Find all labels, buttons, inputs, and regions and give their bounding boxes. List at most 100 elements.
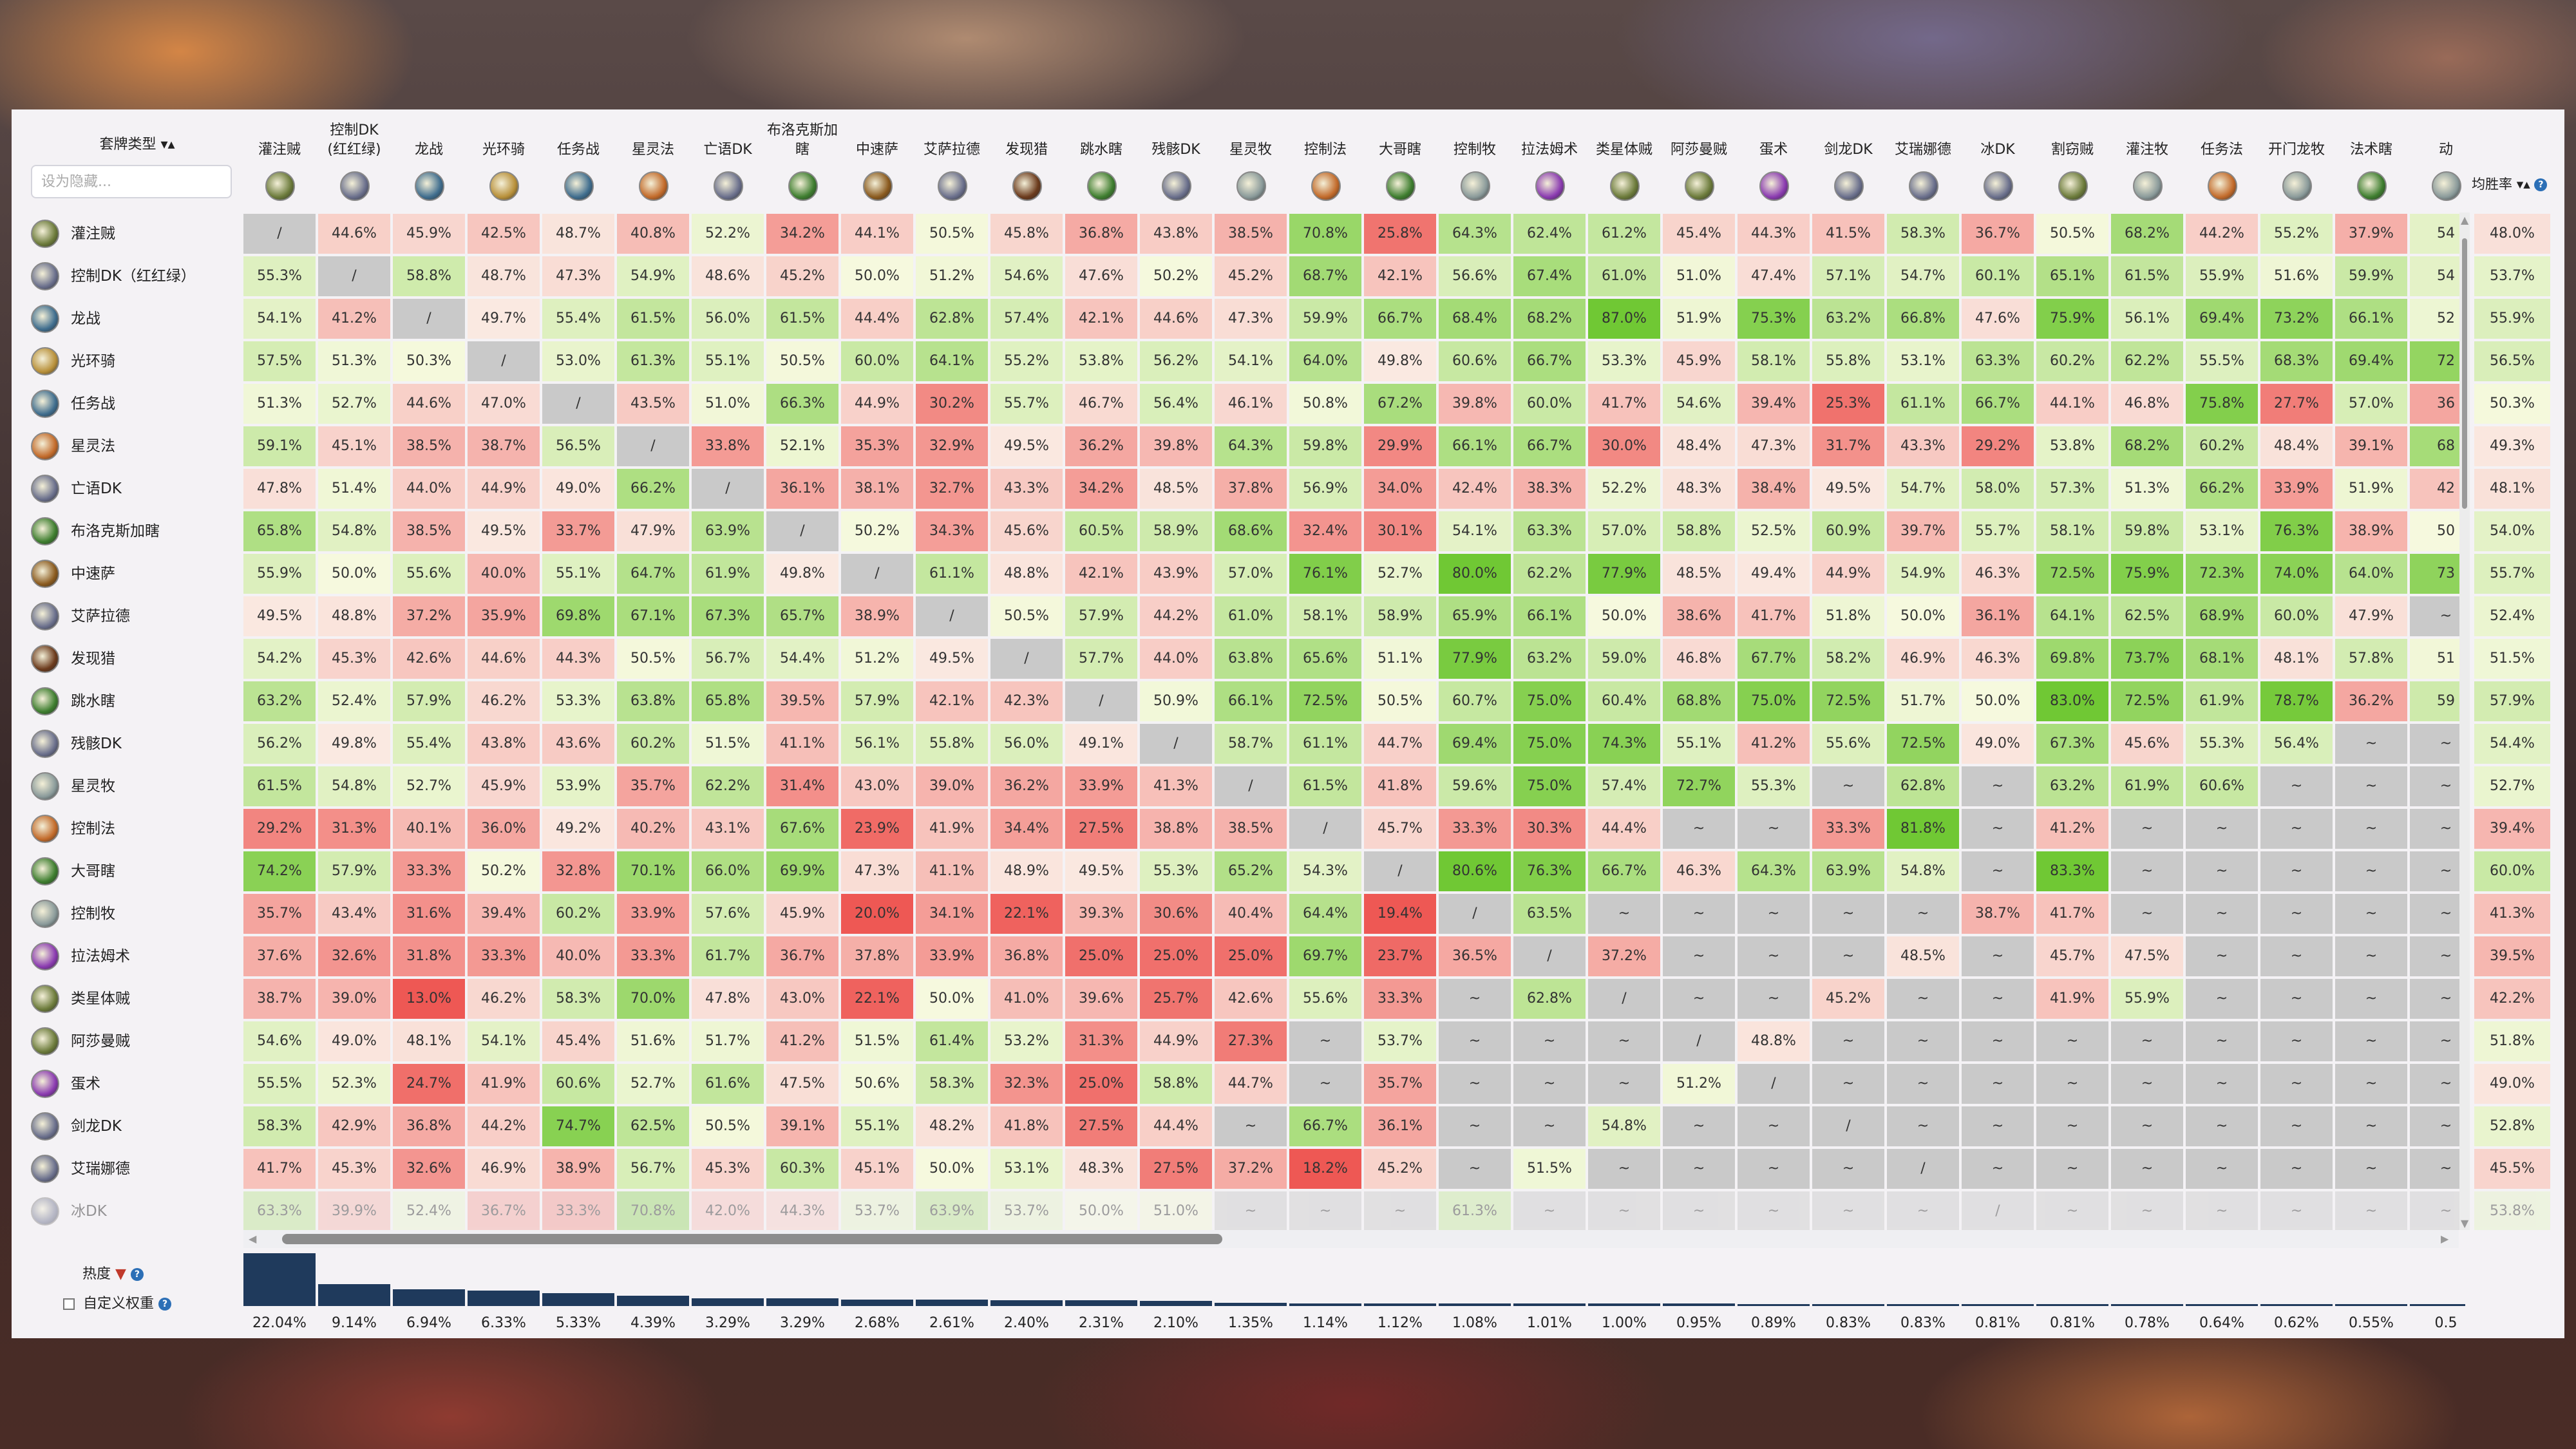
matchup-cell[interactable]: 62.5% [617, 1106, 689, 1146]
matchup-cell[interactable]: 70.8% [1289, 214, 1361, 254]
matchup-cell[interactable]: 53.1% [990, 1149, 1063, 1189]
matchup-cell[interactable]: 25.0% [1065, 1064, 1137, 1104]
matchup-cell[interactable]: ~ [2186, 979, 2258, 1019]
matchup-cell[interactable]: 55.1% [841, 1106, 913, 1146]
matchup-cell[interactable]: 50 [2410, 511, 2465, 551]
matchup-cell[interactable]: 64.3% [1738, 851, 1810, 891]
matchup-cell[interactable]: 54 [2410, 256, 2465, 296]
matchup-cell[interactable]: 36.2% [1065, 426, 1137, 466]
matchup-cell[interactable]: ~ [2111, 894, 2183, 934]
matchup-cell[interactable]: 22.1% [990, 894, 1063, 934]
matchup-cell[interactable]: ~ [2410, 809, 2465, 849]
matchup-cell[interactable]: 70.8% [617, 1191, 689, 1230]
matchup-cell[interactable]: 44.6% [1140, 299, 1212, 339]
matchup-cell[interactable]: 48.5% [1140, 469, 1212, 509]
matchup-cell[interactable]: 49.7% [468, 299, 540, 339]
matchup-cell[interactable]: 87.0% [1588, 299, 1660, 339]
matchup-cell[interactable]: 43.8% [1140, 214, 1212, 254]
matchup-cell[interactable]: 56.2% [1140, 341, 1212, 381]
matchup-cell[interactable]: 41.1% [766, 724, 838, 764]
matchup-cell[interactable]: 66.7% [1513, 341, 1586, 381]
matchup-cell[interactable]: 73.2% [2260, 299, 2333, 339]
column-header-26[interactable]: 任务法 [2184, 109, 2259, 213]
matchup-cell[interactable]: 45.9% [393, 214, 465, 254]
matchup-cell[interactable]: 42.3% [990, 681, 1063, 721]
matchup-cell[interactable]: 40.0% [542, 936, 614, 976]
matchup-cell[interactable]: 60.2% [542, 894, 614, 934]
matchup-cell[interactable]: 46.8% [1663, 639, 1735, 679]
matchup-cell[interactable]: 57.6% [692, 894, 764, 934]
matchup-cell[interactable]: 66.1% [1439, 426, 1511, 466]
matchup-cell[interactable]: ~ [1738, 1149, 1810, 1189]
vertical-scroll-thumb[interactable] [2462, 238, 2467, 509]
matchup-cell[interactable]: ~ [1962, 936, 2034, 976]
matchup-cell[interactable]: 55.6% [393, 554, 465, 594]
matchup-cell[interactable]: ~ [1289, 1191, 1361, 1230]
matchup-cell[interactable]: 54.9% [1887, 554, 1959, 594]
matchup-cell[interactable]: 44.1% [841, 214, 913, 254]
matchup-cell[interactable]: ~ [2186, 851, 2258, 891]
matchup-cell[interactable]: / [1588, 979, 1660, 1019]
matchup-cell[interactable]: 54.7% [1887, 469, 1959, 509]
matchup-cell[interactable]: 49.5% [468, 511, 540, 551]
matchup-cell[interactable]: 52.1% [766, 426, 838, 466]
matchup-cell[interactable]: 48.5% [1663, 554, 1735, 594]
deck-type-sort-header[interactable]: 套牌类型 ▾▴ [31, 133, 243, 153]
matchup-cell[interactable]: 41.9% [2036, 979, 2108, 1019]
matchup-cell[interactable]: 55.3% [2186, 724, 2258, 764]
matchup-cell[interactable]: ~ [2111, 809, 2183, 849]
matchup-cell[interactable]: 72.5% [1812, 681, 1884, 721]
matchup-cell[interactable]: ~ [2260, 1021, 2333, 1061]
matchup-cell[interactable]: ~ [2111, 1021, 2183, 1061]
matchup-cell[interactable]: 33.3% [617, 936, 689, 976]
matchup-cell[interactable]: 80.6% [1439, 851, 1511, 891]
matchup-cell[interactable]: 59.8% [2111, 511, 2183, 551]
matchup-cell[interactable]: 59.9% [2335, 256, 2407, 296]
matchup-cell[interactable]: 47.3% [1215, 299, 1287, 339]
matchup-cell[interactable]: 57.0% [1588, 511, 1660, 551]
matchup-cell[interactable]: 48.6% [692, 256, 764, 296]
matchup-cell[interactable]: 48.9% [990, 851, 1063, 891]
matchup-cell[interactable]: ~ [2186, 1021, 2258, 1061]
matchup-cell[interactable]: 68.8% [1663, 681, 1735, 721]
custom-weight-checkbox[interactable] [63, 1298, 75, 1310]
matchup-cell[interactable]: 59 [2410, 681, 2465, 721]
column-header-12[interactable]: 残骸DK [1139, 109, 1213, 213]
matchup-cell[interactable]: 61.9% [2111, 766, 2183, 806]
matchup-cell[interactable]: 55.8% [916, 724, 988, 764]
matchup-cell[interactable]: 74.2% [243, 851, 316, 891]
matchup-cell[interactable]: 83.3% [2036, 851, 2108, 891]
matchup-cell[interactable]: ~ [1812, 766, 1884, 806]
matchup-cell[interactable]: 59.6% [1439, 766, 1511, 806]
matchup-cell[interactable]: 43.8% [468, 724, 540, 764]
matchup-cell[interactable]: 75.9% [2111, 554, 2183, 594]
matchup-cell[interactable]: ~ [1663, 979, 1735, 1019]
matchup-cell[interactable]: 38.9% [2335, 511, 2407, 551]
matchup-cell[interactable]: 38.8% [1140, 809, 1212, 849]
matchup-cell[interactable]: 44.0% [393, 469, 465, 509]
help-icon[interactable]: ? [130, 1268, 144, 1281]
matchup-cell[interactable]: 52.4% [393, 1191, 465, 1230]
matchup-cell[interactable]: 61.6% [692, 1064, 764, 1104]
matchup-cell[interactable]: 64.0% [2335, 554, 2407, 594]
matchup-cell[interactable]: 38.9% [542, 1149, 614, 1189]
matchup-cell[interactable]: ~ [2111, 1106, 2183, 1146]
matchup-cell[interactable]: 57.9% [841, 681, 913, 721]
matchup-cell[interactable]: 42 [2410, 469, 2465, 509]
matchup-cell[interactable]: / [1513, 936, 1586, 976]
matchup-cell[interactable]: 44.9% [841, 384, 913, 424]
matchup-cell[interactable]: 65.2% [1215, 851, 1287, 891]
matchup-cell[interactable]: 44.1% [2036, 384, 2108, 424]
matchup-cell[interactable]: ~ [1588, 1149, 1660, 1189]
matchup-cell[interactable]: 57.4% [990, 299, 1063, 339]
matchup-cell[interactable]: 60.0% [2260, 596, 2333, 636]
matchup-cell[interactable]: 30.6% [1140, 894, 1212, 934]
matchup-cell[interactable]: 50.0% [1065, 1191, 1137, 1230]
matchup-cell[interactable]: ~ [2036, 1191, 2108, 1230]
matchup-cell[interactable]: 61.0% [1588, 256, 1660, 296]
matchup-cell[interactable]: 54.1% [1215, 341, 1287, 381]
matchup-cell[interactable]: 64.0% [1289, 341, 1361, 381]
matchup-cell[interactable]: 34.1% [916, 894, 988, 934]
matchup-cell[interactable]: 43.4% [318, 894, 390, 934]
matchup-cell[interactable]: 43.0% [766, 979, 838, 1019]
